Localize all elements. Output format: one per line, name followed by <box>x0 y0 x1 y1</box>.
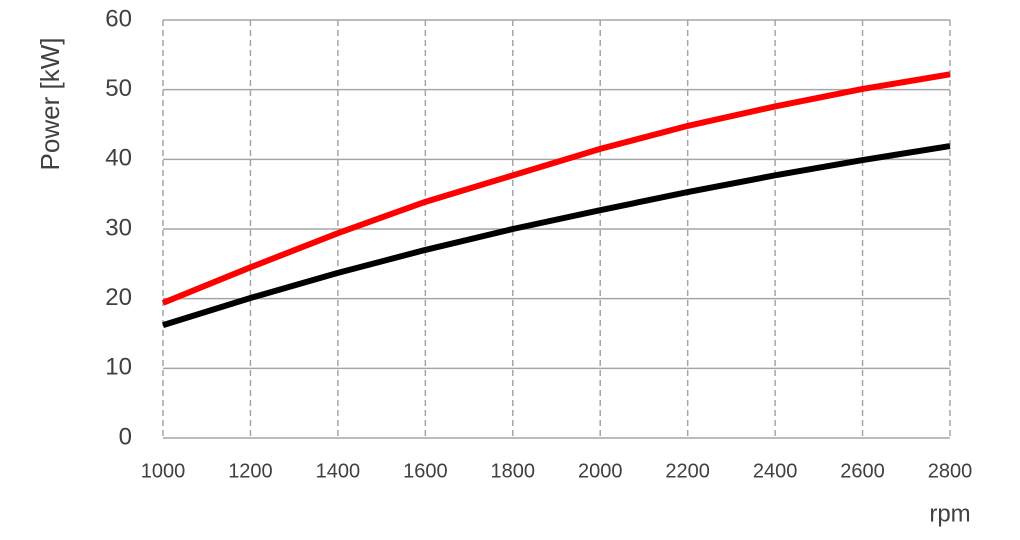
x-tick-label: 2000 <box>578 460 623 482</box>
y-axis-label: Power [kW] <box>35 38 65 171</box>
y-tick-label: 40 <box>105 145 132 172</box>
x-tick-label: 1000 <box>141 460 186 482</box>
y-tick-label: 0 <box>119 423 132 450</box>
x-tick-label: 2800 <box>928 460 973 482</box>
y-tick-label: 10 <box>105 354 132 381</box>
series-line <box>162 143 951 329</box>
y-tick-label: 30 <box>105 214 132 241</box>
x-tick-label: 2600 <box>840 460 885 482</box>
y-tick-label: 20 <box>105 284 132 311</box>
x-tick-label: 1600 <box>403 460 448 482</box>
x-tick-label: 1800 <box>491 460 536 482</box>
x-tick-label: 1200 <box>228 460 273 482</box>
x-tick-label: 2200 <box>665 460 710 482</box>
y-tick-label: 50 <box>105 75 132 102</box>
x-axis-label: rpm <box>929 500 970 527</box>
series-line <box>161 71 951 306</box>
x-tick-label: 2400 <box>753 460 798 482</box>
y-tick-label: 60 <box>105 5 132 32</box>
x-tick-label: 1400 <box>316 460 361 482</box>
